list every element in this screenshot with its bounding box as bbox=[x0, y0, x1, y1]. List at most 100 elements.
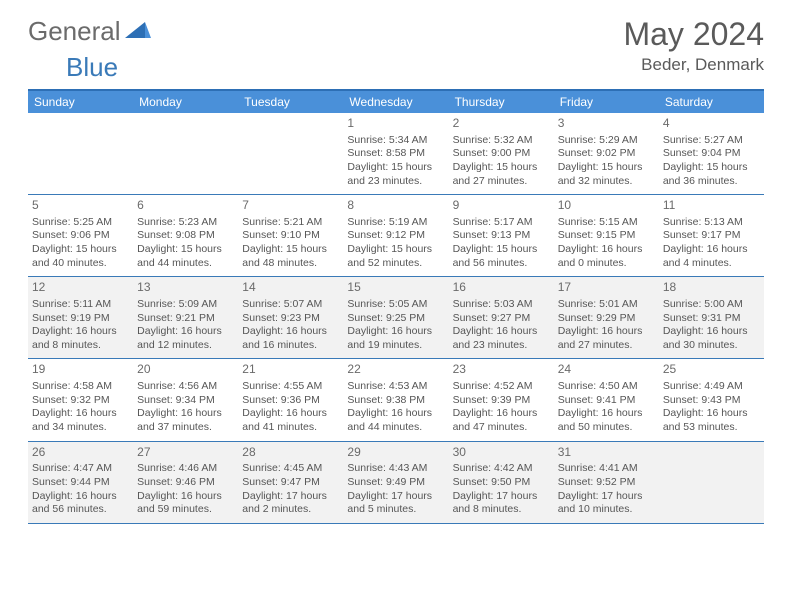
daylight-line: Daylight: 17 hours and 5 minutes. bbox=[347, 490, 444, 517]
daylight-line: Daylight: 16 hours and 59 minutes. bbox=[137, 490, 234, 517]
sunrise-line: Sunrise: 4:43 AM bbox=[347, 462, 444, 476]
sunrise-line: Sunrise: 4:45 AM bbox=[242, 462, 339, 476]
daylight-line: Daylight: 17 hours and 2 minutes. bbox=[242, 490, 339, 517]
day-number: 31 bbox=[558, 445, 655, 461]
day-number: 25 bbox=[663, 362, 760, 378]
sunset-line: Sunset: 9:13 PM bbox=[453, 229, 550, 243]
daylight-line: Daylight: 16 hours and 8 minutes. bbox=[32, 325, 129, 352]
sunrise-line: Sunrise: 4:55 AM bbox=[242, 380, 339, 394]
daylight-line: Daylight: 16 hours and 12 minutes. bbox=[137, 325, 234, 352]
sunrise-line: Sunrise: 4:56 AM bbox=[137, 380, 234, 394]
sunset-line: Sunset: 9:00 PM bbox=[453, 147, 550, 161]
sunrise-line: Sunrise: 5:00 AM bbox=[663, 298, 760, 312]
day-cell bbox=[238, 113, 343, 194]
day-number: 30 bbox=[453, 445, 550, 461]
day-number: 22 bbox=[347, 362, 444, 378]
sunrise-line: Sunrise: 4:52 AM bbox=[453, 380, 550, 394]
day-cell: 16Sunrise: 5:03 AMSunset: 9:27 PMDayligh… bbox=[449, 277, 554, 358]
sunrise-line: Sunrise: 5:19 AM bbox=[347, 216, 444, 230]
day-cell: 21Sunrise: 4:55 AMSunset: 9:36 PMDayligh… bbox=[238, 359, 343, 440]
sunrise-line: Sunrise: 4:42 AM bbox=[453, 462, 550, 476]
daylight-line: Daylight: 16 hours and 16 minutes. bbox=[242, 325, 339, 352]
day-number: 19 bbox=[32, 362, 129, 378]
day-cell: 6 Sunrise: 5:23 AMSunset: 9:08 PMDaylight… bbox=[133, 195, 238, 276]
sunrise-line: Sunrise: 4:41 AM bbox=[558, 462, 655, 476]
logo-text-blue: Blue bbox=[66, 52, 118, 82]
day-cell: 25Sunrise: 4:49 AMSunset: 9:43 PMDayligh… bbox=[659, 359, 764, 440]
daylight-line: Daylight: 16 hours and 50 minutes. bbox=[558, 407, 655, 434]
sunset-line: Sunset: 9:08 PM bbox=[137, 229, 234, 243]
sunset-line: Sunset: 8:58 PM bbox=[347, 147, 444, 161]
day-number: 9 bbox=[453, 198, 550, 214]
sunrise-line: Sunrise: 5:21 AM bbox=[242, 216, 339, 230]
day-number: 27 bbox=[137, 445, 234, 461]
sunrise-line: Sunrise: 5:09 AM bbox=[137, 298, 234, 312]
daylight-line: Daylight: 15 hours and 52 minutes. bbox=[347, 243, 444, 270]
daylight-line: Daylight: 16 hours and 0 minutes. bbox=[558, 243, 655, 270]
daylight-line: Daylight: 16 hours and 34 minutes. bbox=[32, 407, 129, 434]
week-row: 1Sunrise: 5:34 AMSunset: 8:58 PMDaylight… bbox=[28, 113, 764, 195]
day-number: 21 bbox=[242, 362, 339, 378]
logo: General bbox=[28, 16, 151, 47]
sunset-line: Sunset: 9:31 PM bbox=[663, 312, 760, 326]
sunset-line: Sunset: 9:25 PM bbox=[347, 312, 444, 326]
logo-text-general: General bbox=[28, 16, 121, 47]
sunset-line: Sunset: 9:44 PM bbox=[32, 476, 129, 490]
day-number: 20 bbox=[137, 362, 234, 378]
week-row: 5Sunrise: 5:25 AMSunset: 9:06 PMDaylight… bbox=[28, 195, 764, 277]
sunset-line: Sunset: 9:38 PM bbox=[347, 394, 444, 408]
day-number: 26 bbox=[32, 445, 129, 461]
day-cell: 22Sunrise: 4:53 AMSunset: 9:38 PMDayligh… bbox=[343, 359, 448, 440]
day-number: 14 bbox=[242, 280, 339, 296]
sunrise-line: Sunrise: 4:49 AM bbox=[663, 380, 760, 394]
day-cell: 10Sunrise: 5:15 AMSunset: 9:15 PMDayligh… bbox=[554, 195, 659, 276]
daylight-line: Daylight: 15 hours and 32 minutes. bbox=[558, 161, 655, 188]
daylight-line: Daylight: 16 hours and 56 minutes. bbox=[32, 490, 129, 517]
dow-friday: Friday bbox=[554, 91, 659, 113]
sunrise-line: Sunrise: 5:13 AM bbox=[663, 216, 760, 230]
day-number: 23 bbox=[453, 362, 550, 378]
daylight-line: Daylight: 16 hours and 41 minutes. bbox=[242, 407, 339, 434]
day-cell bbox=[659, 442, 764, 523]
daylight-line: Daylight: 16 hours and 30 minutes. bbox=[663, 325, 760, 352]
day-number: 17 bbox=[558, 280, 655, 296]
sunrise-line: Sunrise: 5:05 AM bbox=[347, 298, 444, 312]
sunset-line: Sunset: 9:49 PM bbox=[347, 476, 444, 490]
day-number: 16 bbox=[453, 280, 550, 296]
sunset-line: Sunset: 9:39 PM bbox=[453, 394, 550, 408]
day-number: 6 bbox=[137, 198, 234, 214]
day-cell bbox=[133, 113, 238, 194]
day-cell: 23Sunrise: 4:52 AMSunset: 9:39 PMDayligh… bbox=[449, 359, 554, 440]
sunrise-line: Sunrise: 5:23 AM bbox=[137, 216, 234, 230]
sunset-line: Sunset: 9:34 PM bbox=[137, 394, 234, 408]
sunrise-line: Sunrise: 4:47 AM bbox=[32, 462, 129, 476]
daylight-line: Daylight: 15 hours and 48 minutes. bbox=[242, 243, 339, 270]
day-cell: 28Sunrise: 4:45 AMSunset: 9:47 PMDayligh… bbox=[238, 442, 343, 523]
sunrise-line: Sunrise: 5:27 AM bbox=[663, 134, 760, 148]
day-number: 4 bbox=[663, 116, 760, 132]
sunset-line: Sunset: 9:06 PM bbox=[32, 229, 129, 243]
day-number: 5 bbox=[32, 198, 129, 214]
day-number: 2 bbox=[453, 116, 550, 132]
day-cell bbox=[28, 113, 133, 194]
sunrise-line: Sunrise: 5:01 AM bbox=[558, 298, 655, 312]
day-number: 1 bbox=[347, 116, 444, 132]
location-label: Beder, Denmark bbox=[623, 55, 764, 75]
sunset-line: Sunset: 9:41 PM bbox=[558, 394, 655, 408]
daylight-line: Daylight: 16 hours and 4 minutes. bbox=[663, 243, 760, 270]
day-cell: 7Sunrise: 5:21 AMSunset: 9:10 PMDaylight… bbox=[238, 195, 343, 276]
day-cell: 12Sunrise: 5:11 AMSunset: 9:19 PMDayligh… bbox=[28, 277, 133, 358]
day-number: 29 bbox=[347, 445, 444, 461]
day-of-week-row: Sunday Monday Tuesday Wednesday Thursday… bbox=[28, 91, 764, 113]
daylight-line: Daylight: 15 hours and 44 minutes. bbox=[137, 243, 234, 270]
week-row: 19Sunrise: 4:58 AMSunset: 9:32 PMDayligh… bbox=[28, 359, 764, 441]
week-row: 12Sunrise: 5:11 AMSunset: 9:19 PMDayligh… bbox=[28, 277, 764, 359]
day-cell: 13Sunrise: 5:09 AMSunset: 9:21 PMDayligh… bbox=[133, 277, 238, 358]
daylight-line: Daylight: 15 hours and 23 minutes. bbox=[347, 161, 444, 188]
sunrise-line: Sunrise: 5:03 AM bbox=[453, 298, 550, 312]
daylight-line: Daylight: 15 hours and 36 minutes. bbox=[663, 161, 760, 188]
sunset-line: Sunset: 9:43 PM bbox=[663, 394, 760, 408]
day-cell: 14Sunrise: 5:07 AMSunset: 9:23 PMDayligh… bbox=[238, 277, 343, 358]
daylight-line: Daylight: 16 hours and 37 minutes. bbox=[137, 407, 234, 434]
sunrise-line: Sunrise: 4:46 AM bbox=[137, 462, 234, 476]
